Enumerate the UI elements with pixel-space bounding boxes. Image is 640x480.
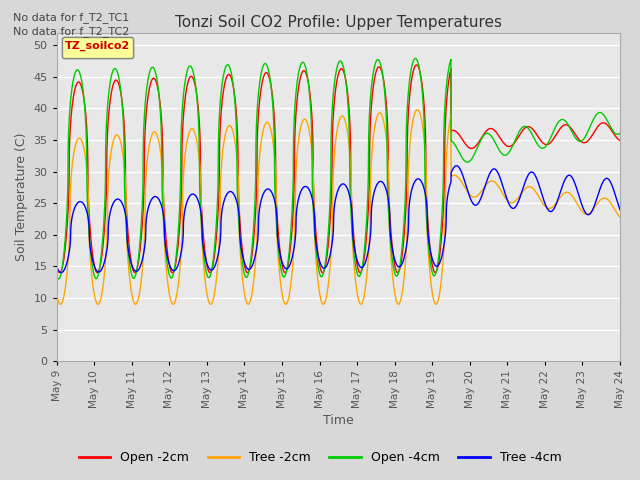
Legend:  bbox=[61, 37, 132, 59]
Text: No data for f_T2_TC2: No data for f_T2_TC2 bbox=[13, 26, 129, 37]
Title: Tonzi Soil CO2 Profile: Upper Temperatures: Tonzi Soil CO2 Profile: Upper Temperatur… bbox=[175, 15, 502, 30]
X-axis label: Time: Time bbox=[323, 414, 354, 427]
Legend: Open -2cm, Tree -2cm, Open -4cm, Tree -4cm: Open -2cm, Tree -2cm, Open -4cm, Tree -4… bbox=[74, 446, 566, 469]
Y-axis label: Soil Temperature (C): Soil Temperature (C) bbox=[15, 132, 28, 261]
Text: No data for f_T2_TC1: No data for f_T2_TC1 bbox=[13, 12, 129, 23]
